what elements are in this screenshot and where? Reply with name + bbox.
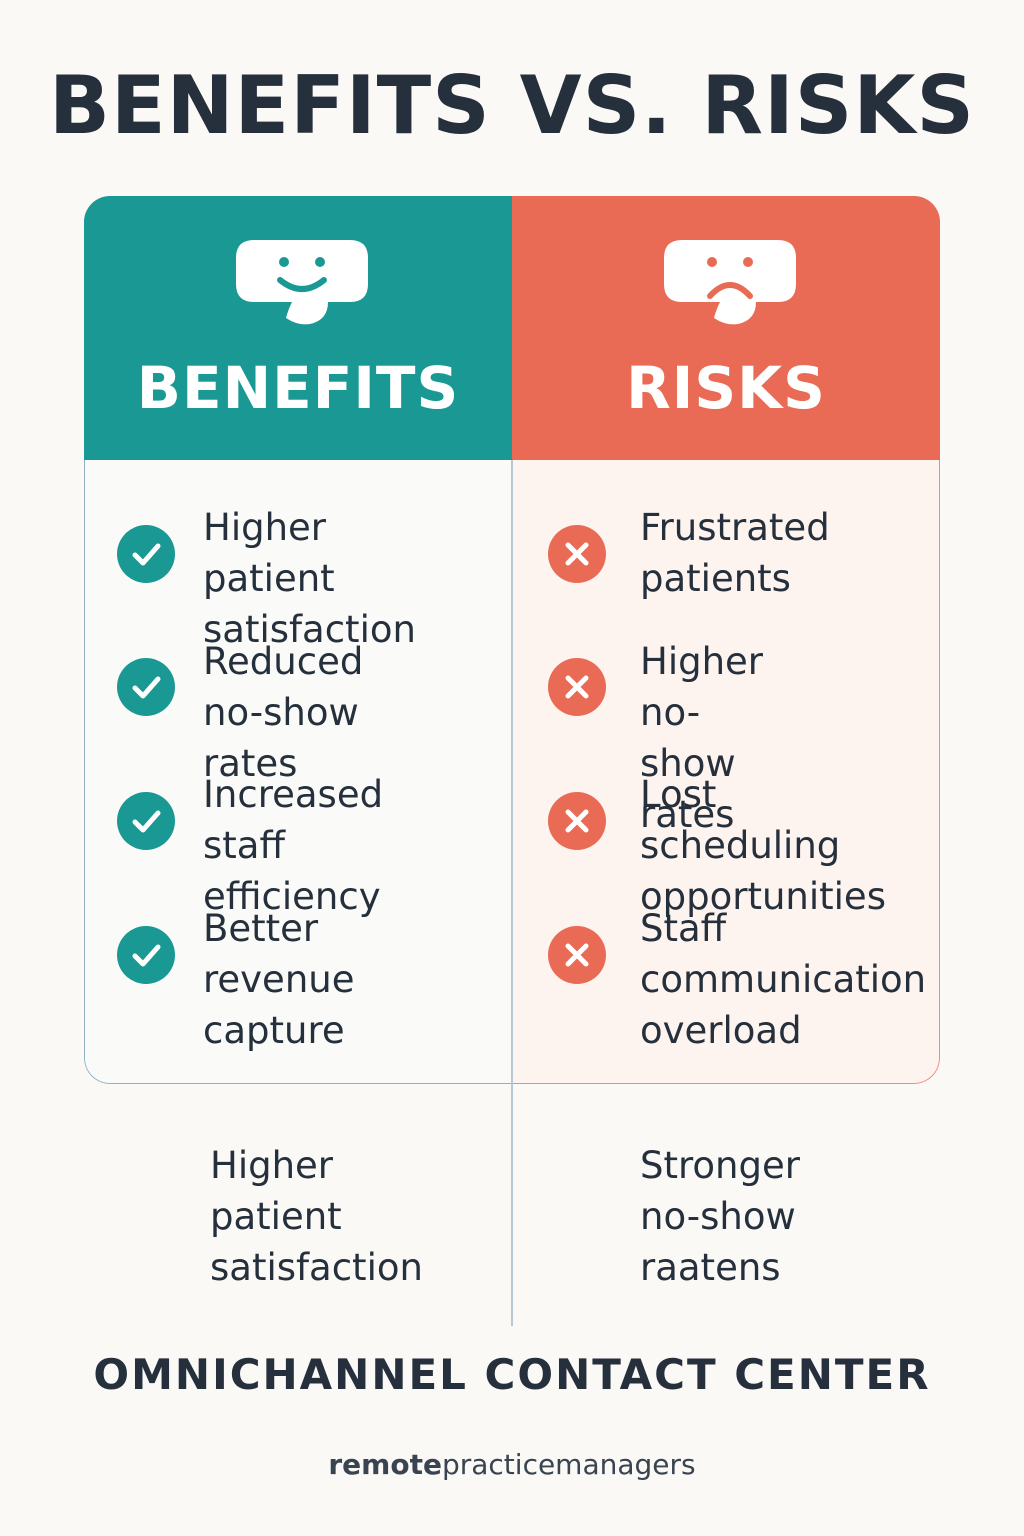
- bottom-title: OMNICHANNEL CONTACT CENTER: [93, 1350, 931, 1399]
- brand-regular: practicemanagers: [441, 1448, 696, 1481]
- benefits-footer-text: Higher patient satisfaction: [210, 1144, 423, 1289]
- check-icon: [117, 525, 175, 583]
- x-icon: [548, 926, 606, 984]
- risks-heading: RISKS: [626, 354, 826, 422]
- x-icon: [548, 525, 606, 583]
- sad-face-icon: [664, 240, 796, 325]
- x-icon: [548, 792, 606, 850]
- benefit-text: Increased staff efficiency: [203, 773, 384, 918]
- smiley-face-icon: [236, 240, 368, 325]
- x-icon: [548, 658, 606, 716]
- benefit-text: Better revenue capture: [203, 907, 355, 1052]
- benefit-text: Higher patient satisfaction: [203, 506, 416, 651]
- risk-text: Higher no- show rates: [640, 640, 764, 836]
- risk-text: Staff communication overload: [640, 907, 927, 1052]
- check-icon: [117, 792, 175, 850]
- risk-text: Lost scheduling opportunities: [640, 773, 886, 918]
- risks-header: RISKS: [512, 196, 940, 460]
- risk-text: Frustrated patients: [640, 506, 830, 600]
- page-title: BENEFITS VS. RISKS: [48, 59, 976, 152]
- risks-footer-text: Stronger no-show raatens: [640, 1144, 800, 1289]
- brand-bold: remote: [328, 1448, 442, 1481]
- brand-logo: remotepracticemanagers: [0, 1448, 1024, 1481]
- benefits-heading: BENEFITS: [136, 354, 460, 422]
- check-icon: [117, 658, 175, 716]
- benefits-header: BENEFITS: [84, 196, 512, 460]
- benefit-text: Reduced no-show rates: [203, 640, 364, 785]
- column-divider: [511, 460, 513, 1326]
- check-icon: [117, 926, 175, 984]
